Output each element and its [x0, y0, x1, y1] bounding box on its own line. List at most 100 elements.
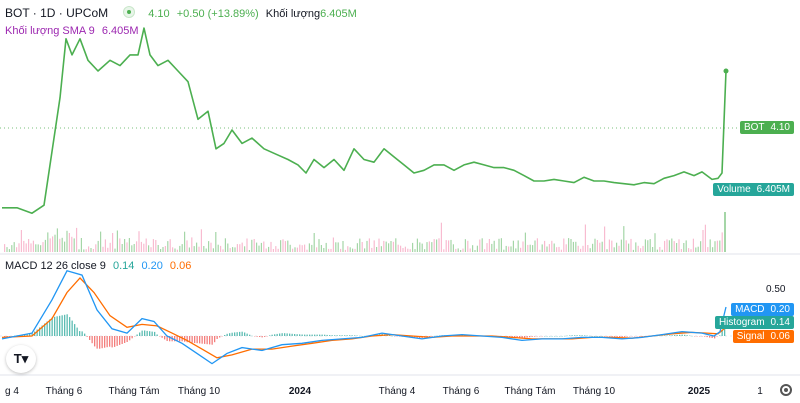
volume-bar: [524, 232, 526, 252]
volume-bar: [544, 240, 546, 252]
volume-bar: [308, 243, 310, 252]
volume-bar: [337, 242, 339, 252]
volume-bar: [371, 247, 373, 252]
histogram-bar: [716, 336, 718, 337]
macd-label[interactable]: MACD 12 26 close 9: [5, 260, 106, 272]
volume-bar: [450, 239, 452, 252]
histogram-bar: [429, 336, 431, 337]
volume-bar: [347, 246, 349, 252]
volume-bar: [66, 230, 68, 252]
histogram-bar: [331, 335, 333, 336]
histogram-bar: [104, 336, 106, 348]
histogram-bar: [569, 335, 571, 336]
price-tag-key: BOT: [743, 122, 765, 133]
histogram-bar: [619, 336, 621, 337]
histogram-bar: [286, 333, 288, 336]
x-tick-label: 1: [757, 386, 763, 397]
histogram-bar: [711, 336, 713, 338]
macd-tag: MACD 0.20: [731, 303, 794, 316]
volume-bar: [618, 245, 620, 252]
histogram-bar: [61, 315, 63, 336]
tradingview-logo[interactable]: T▾: [6, 345, 36, 373]
histogram-bar: [46, 321, 48, 336]
histogram-bar: [309, 334, 311, 337]
histogram-bar: [389, 335, 391, 336]
histogram-bar: [279, 333, 281, 336]
histogram-bar: [44, 323, 46, 336]
histogram-bar: [291, 333, 293, 336]
volume-bar: [54, 234, 56, 252]
histogram-bar: [526, 336, 528, 338]
volume-bar: [469, 248, 471, 252]
settings-gear-icon[interactable]: [780, 384, 792, 396]
volume-bar: [179, 245, 181, 252]
volume-bar: [508, 246, 510, 252]
price-change: +0.50 (+13.89%): [176, 8, 259, 20]
volume-bar: [256, 242, 258, 252]
volume-bar: [611, 240, 613, 252]
volume-bar: [349, 247, 351, 252]
price-tag: BOT 4.10: [739, 121, 794, 134]
histogram-bar: [196, 336, 198, 344]
histogram-bar: [204, 336, 206, 344]
volume-bar: [568, 238, 570, 252]
histogram-bar: [189, 336, 191, 343]
volume-bar: [260, 242, 262, 252]
volume-bar: [635, 242, 637, 252]
x-tick-label: Tháng 6: [46, 386, 83, 397]
histogram-bar: [91, 336, 93, 344]
macd-tag-key: MACD: [735, 304, 765, 315]
volume-bar: [114, 248, 116, 252]
volume-bar: [318, 239, 320, 252]
volume-bar: [395, 238, 397, 252]
histogram-bar: [626, 336, 628, 337]
volume-bar: [145, 238, 147, 252]
volume-bar: [76, 227, 78, 252]
histogram-bar: [151, 331, 153, 336]
macd-signal-value: 0.06: [169, 260, 192, 272]
volume-bar: [445, 240, 447, 252]
volume-bar: [630, 238, 632, 252]
histogram-bar: [289, 333, 291, 336]
sma-label[interactable]: Khối lượng SMA 9: [5, 25, 95, 37]
volume-bar: [131, 245, 133, 252]
volume-bar: [8, 249, 10, 252]
histogram-bar: [706, 336, 708, 338]
volume-label: Khối lượng: [265, 8, 321, 20]
visibility-eye-icon[interactable]: [123, 6, 136, 18]
histogram-bar: [264, 336, 266, 337]
volume-bar: [383, 240, 385, 252]
volume-bar: [73, 238, 75, 252]
volume-bar: [416, 238, 418, 252]
volume-bar: [316, 247, 318, 252]
histogram-bar: [129, 336, 131, 341]
histogram-bar: [164, 336, 166, 340]
x-tick-label: Tháng 4: [379, 386, 416, 397]
histogram-bar: [571, 335, 573, 336]
volume-bar: [656, 249, 658, 252]
volume-bar: [649, 239, 651, 252]
histogram-bar: [39, 327, 41, 336]
histogram-bar: [709, 336, 711, 338]
histogram-bar: [211, 336, 213, 345]
histogram-bar: [209, 336, 211, 345]
histogram-bar: [116, 336, 118, 346]
volume-bar: [323, 248, 325, 252]
volume-bar: [390, 241, 392, 252]
volume-bar: [700, 241, 702, 252]
histogram-bar: [149, 331, 151, 336]
volume-bar: [479, 239, 481, 252]
histogram-bar: [584, 335, 586, 336]
volume-bar: [484, 249, 486, 252]
volume-bar: [32, 240, 34, 252]
sma-legend: Khối lượng SMA 9 6.405M: [5, 24, 143, 38]
volume-bar: [361, 242, 363, 252]
volume-bar: [200, 229, 202, 252]
volume-bar: [16, 247, 18, 252]
volume-bar: [378, 238, 380, 252]
histogram-bar: [4, 336, 6, 338]
symbol-title[interactable]: BOT · 1D · UPCoM: [5, 6, 109, 20]
histogram-bar: [51, 317, 53, 336]
volume-bar: [400, 245, 402, 252]
histogram-bar: [241, 331, 243, 336]
